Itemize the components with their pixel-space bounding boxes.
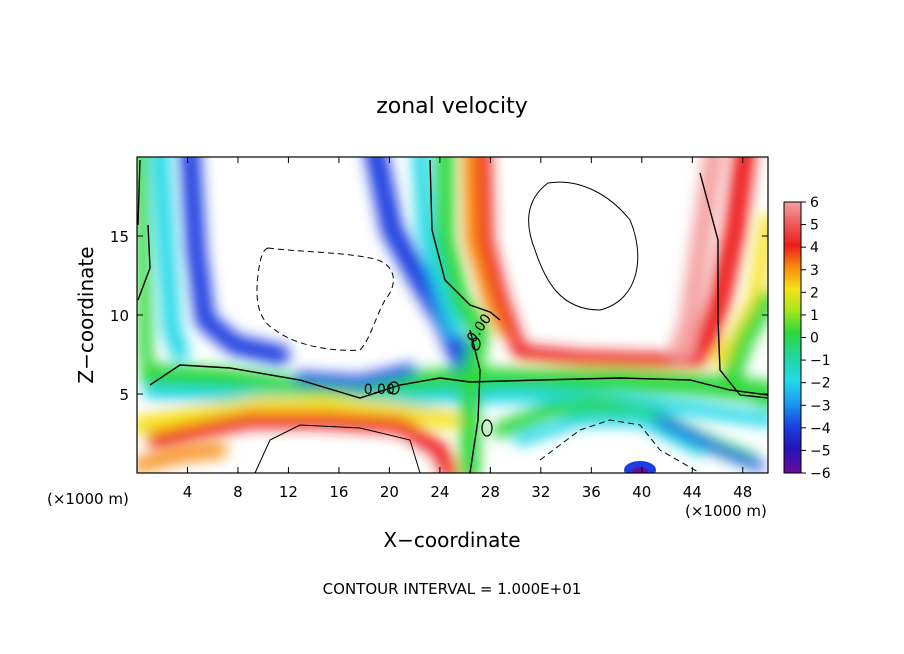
field-band-right-green (721, 291, 768, 409)
colorbar-tick-label: 4 (810, 240, 819, 256)
x-tick-label: 44 (683, 483, 702, 501)
colorbar-tick-label: 0 (810, 331, 819, 347)
x-axis-label: X−coordinate (383, 528, 520, 552)
field-band-low-red (147, 412, 458, 473)
contour-pos-bottom (254, 424, 421, 473)
contour-neg-center (256, 247, 394, 351)
x-tick-label: 24 (430, 483, 449, 501)
chart-title: zonal velocity (376, 94, 528, 119)
field-cell-purple (632, 467, 648, 473)
colorbar-tick-label: −4 (810, 421, 831, 437)
contour-small-loop-2 (481, 419, 493, 437)
colorbar-ticks: 6 5 4 3 2 1 0 −1 −2 −3 −4 −5 −6 (801, 195, 831, 482)
contour-zero-left (137, 159, 768, 399)
x-tick-label: 28 (481, 483, 500, 501)
x-tick-label: 8 (233, 483, 243, 501)
field-band-low-yellow (137, 396, 459, 434)
field-band-left-blue (180, 157, 290, 365)
colorbar-tick-label: 2 (810, 285, 819, 301)
x-tick-label: 40 (632, 483, 651, 501)
colorbar-tick-label: −2 (810, 376, 831, 392)
field-band-lowright-blue (655, 415, 765, 471)
x-tick-label: 16 (329, 483, 348, 501)
colorbar-tick-label: 1 (810, 308, 819, 324)
x-tick-label: 20 (380, 483, 399, 501)
plot-area (136, 156, 769, 474)
x-unit-left: (×1000 m) (47, 490, 129, 508)
field-band-central-green (435, 157, 490, 473)
colorbar-tick-label: 5 (810, 218, 819, 234)
contour-label: 0.00 (364, 382, 395, 398)
field-band-shear-green (139, 364, 768, 403)
field-band-central-orange (463, 157, 512, 337)
contour-pos-right (528, 181, 639, 311)
x-tick-label: 12 (279, 483, 298, 501)
contour-lines (137, 159, 768, 473)
x-axis: 4 8 12 16 20 24 28 32 36 40 44 48 (183, 157, 752, 501)
field-band-shear-blue (294, 364, 416, 388)
colorbar-tick-label: −6 (810, 466, 831, 482)
x-unit-right: (×1000 m) (685, 502, 767, 520)
contour-small-loop-1 (388, 381, 400, 395)
colorbar-tick-label: 3 (810, 263, 819, 279)
field-band-right-yellow (713, 213, 768, 367)
x-tick-label: 4 (183, 483, 193, 501)
contour-small-loop-3 (471, 337, 481, 351)
colorbar-tick-label: 6 (810, 195, 819, 211)
colorbar-tick-label: −1 (810, 353, 831, 369)
y-axis-label: Z−coordinate (74, 246, 98, 383)
field-band-left-cyan (151, 157, 189, 361)
y-tick-label: 5 (119, 386, 129, 404)
x-tick-label: 36 (582, 483, 601, 501)
y-tick-label: 15 (110, 228, 129, 246)
y-axis: 5 10 15 (110, 228, 768, 404)
contour-zero-right (699, 172, 768, 399)
field-band-left-green (137, 157, 153, 367)
colorbar: 6 5 4 3 2 1 0 −1 −2 −3 −4 −5 −6 (783, 195, 831, 482)
contour-neg-bottom (539, 419, 701, 473)
field-band-low-orange (137, 443, 227, 472)
field-band-right-red (694, 157, 756, 356)
y-tick-label: 10 (110, 307, 129, 325)
field-band-central-cyan (412, 157, 463, 338)
velocity-field (137, 157, 768, 473)
colorbar-tick-label: −3 (810, 398, 831, 414)
x-tick-label: 32 (531, 483, 550, 501)
colorbar-tick-label: −5 (810, 443, 831, 459)
contour-interval-note: CONTOUR INTERVAL = 1.000E+01 (323, 580, 582, 598)
field-band-central-red (477, 157, 707, 367)
x-tick-label: 48 (733, 483, 752, 501)
colorbar-scale (783, 201, 802, 474)
